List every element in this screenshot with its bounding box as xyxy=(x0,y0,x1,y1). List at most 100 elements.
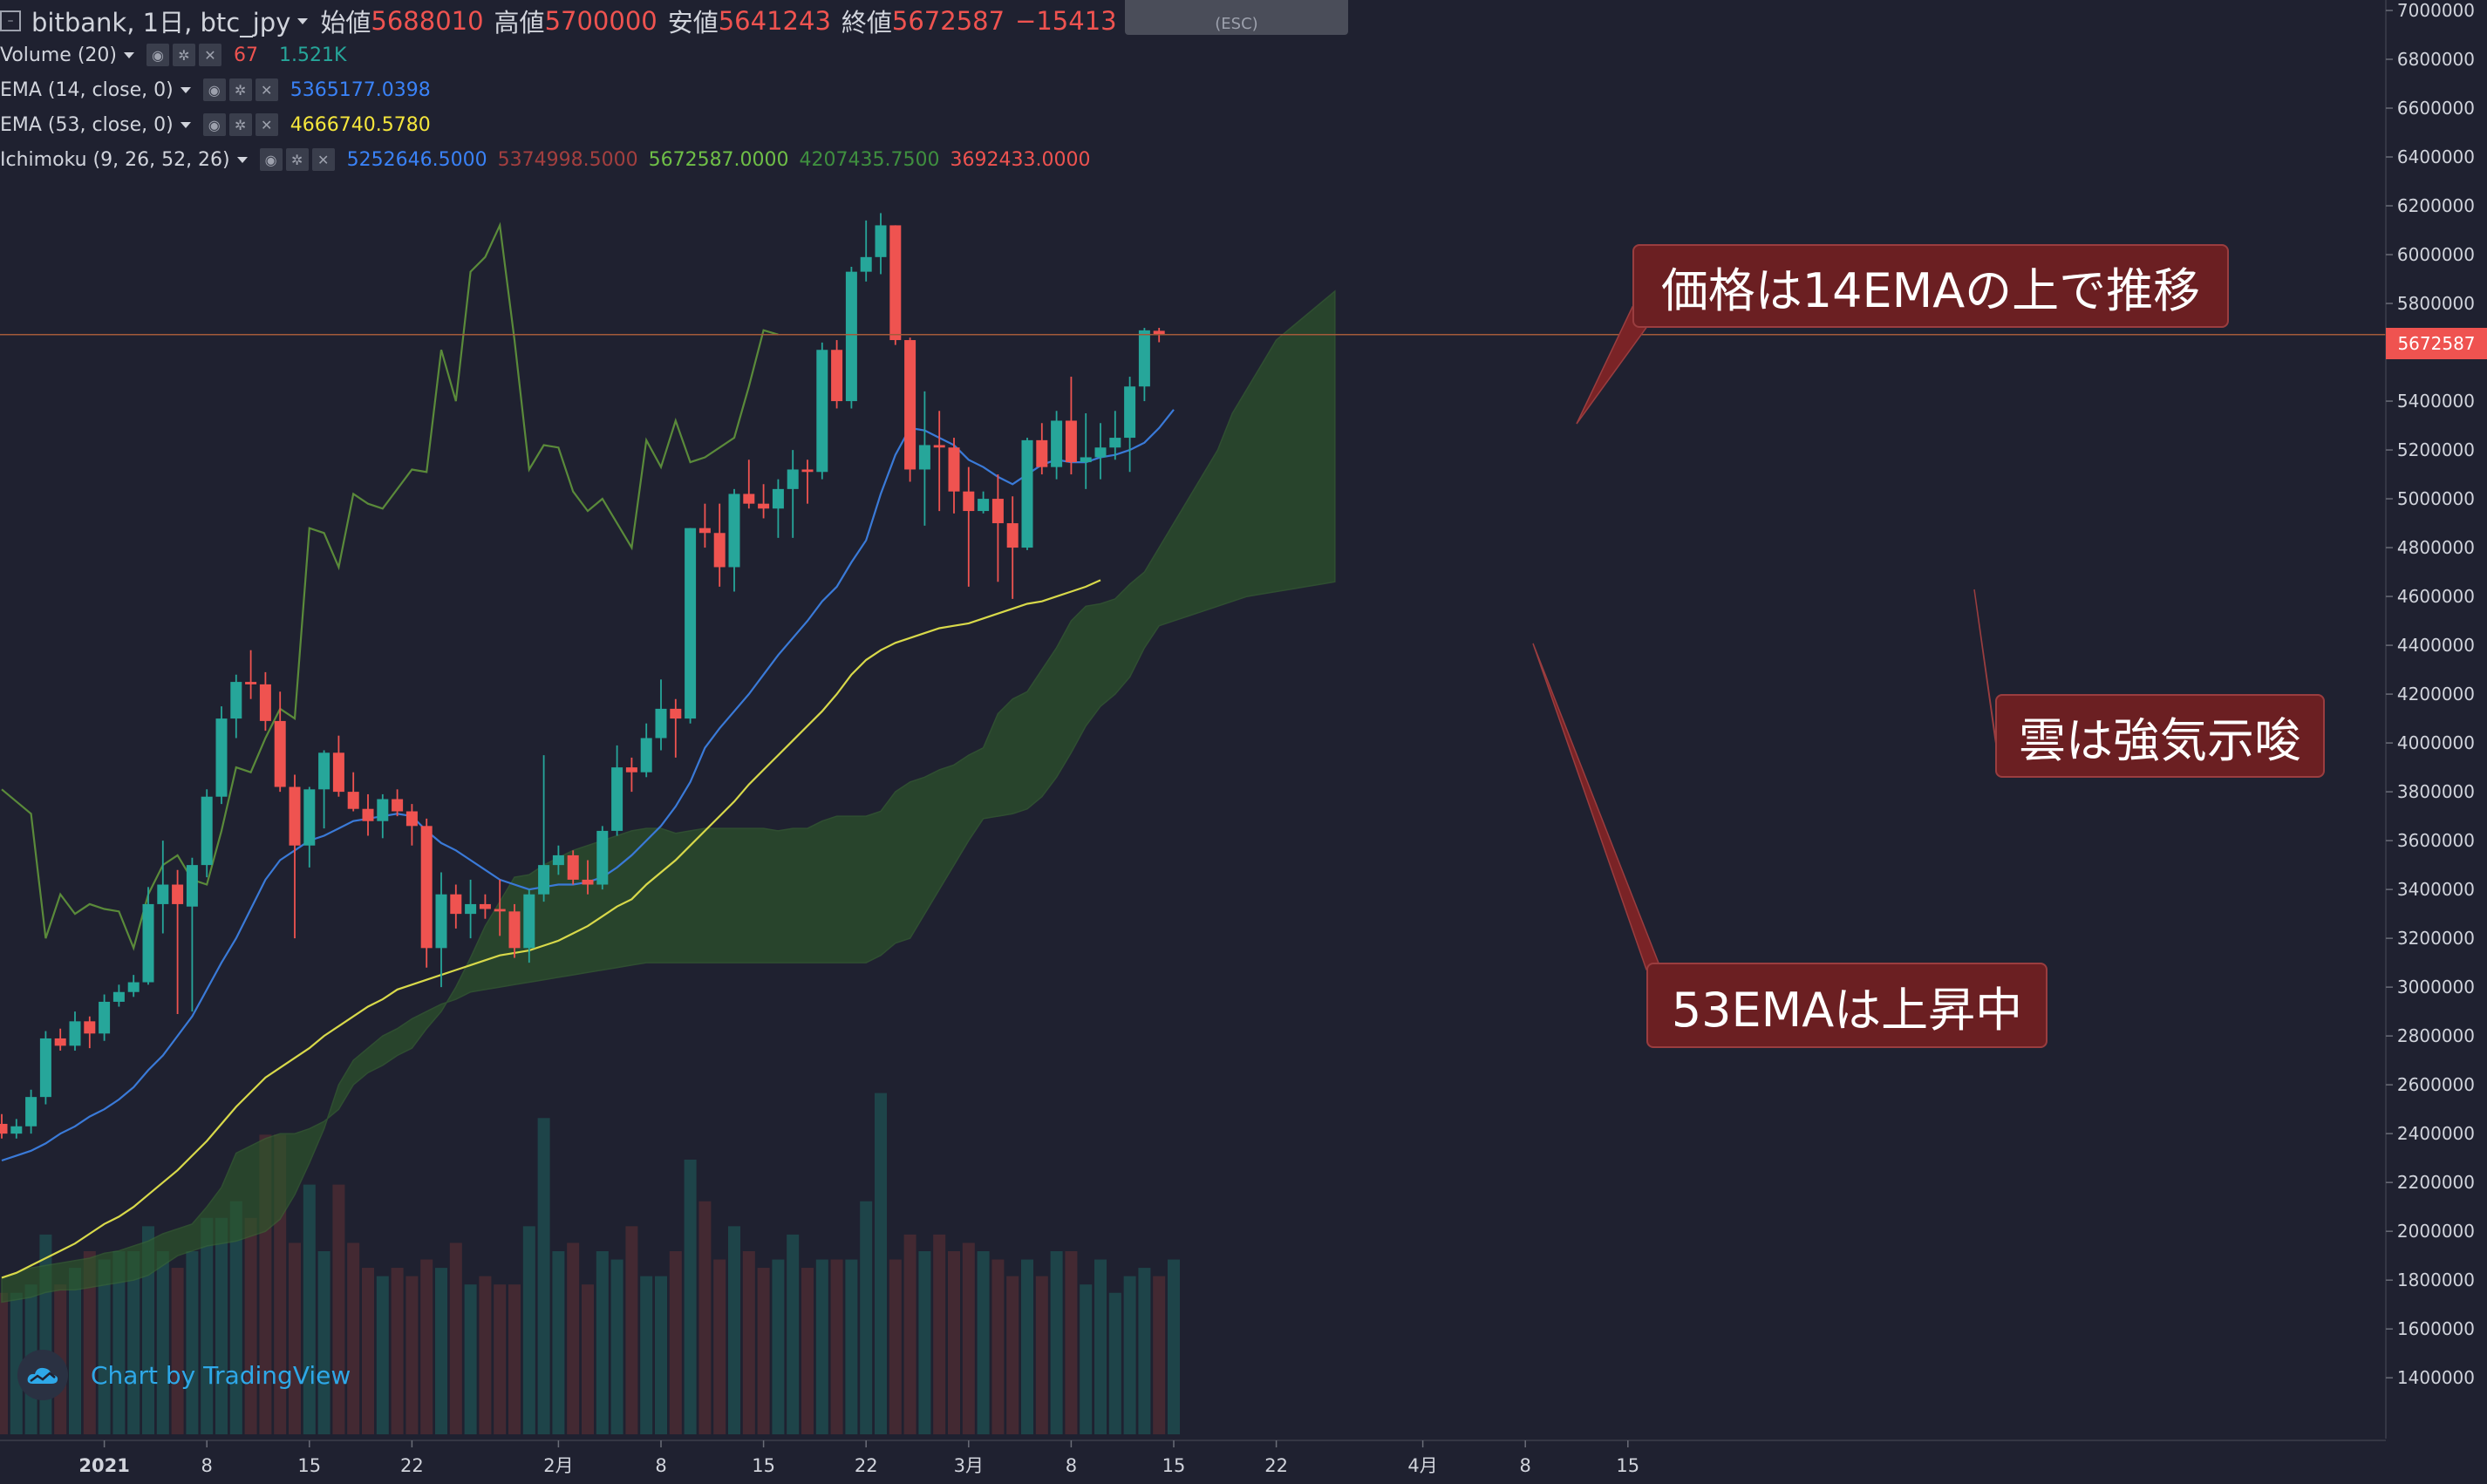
time-tick-label: 15 xyxy=(1616,1455,1639,1476)
time-tick-label: 15 xyxy=(752,1455,775,1476)
gear-icon[interactable]: ✲ xyxy=(172,44,195,66)
volume-bar xyxy=(464,1284,477,1434)
candle-body xyxy=(685,528,697,719)
gear-icon[interactable]: ✲ xyxy=(285,148,309,171)
volume-bar xyxy=(815,1259,828,1434)
chevron-down-icon[interactable] xyxy=(297,17,309,24)
cloud-area xyxy=(1,289,1336,1304)
open-label: 始値 xyxy=(320,8,371,37)
chevron-down-icon[interactable] xyxy=(180,86,191,93)
volume-bar xyxy=(567,1242,580,1434)
candle-body xyxy=(99,1001,111,1034)
indicator-value: 4207435.7500 xyxy=(799,148,940,171)
candle-body xyxy=(332,752,344,793)
close-icon[interactable]: ✕ xyxy=(198,44,221,66)
candle-body xyxy=(713,533,726,568)
candle-body xyxy=(245,682,257,684)
candle xyxy=(215,706,228,805)
volume-bar xyxy=(1123,1276,1136,1434)
volume-bar xyxy=(1153,1276,1166,1434)
candle xyxy=(801,459,814,504)
time-tick-label: 8 xyxy=(1066,1455,1077,1476)
candle xyxy=(889,225,902,345)
volume-bar xyxy=(156,1251,169,1434)
candle xyxy=(963,466,975,587)
gear-icon[interactable]: ✲ xyxy=(228,78,252,101)
high-value: 5700000 xyxy=(544,6,658,36)
chevron-down-icon[interactable] xyxy=(123,51,134,58)
volume-bar xyxy=(596,1251,609,1434)
candle-body xyxy=(465,903,477,915)
candle-body xyxy=(582,879,594,885)
candle xyxy=(303,786,316,868)
indicator-name[interactable]: EMA (14, close, 0) xyxy=(0,78,174,101)
candle xyxy=(25,1089,37,1134)
indicator-name[interactable]: Volume (20) xyxy=(0,44,117,66)
candle-body xyxy=(420,826,433,949)
candle-body xyxy=(875,225,887,257)
candle-body xyxy=(1124,386,1136,439)
candle xyxy=(567,850,579,885)
eye-icon[interactable]: ◉ xyxy=(202,78,226,101)
symbol-title[interactable]: bitbank, 1日, btc_jpy xyxy=(31,8,291,37)
volume-bar xyxy=(948,1251,960,1434)
candle-body xyxy=(611,767,623,831)
candle xyxy=(978,491,990,514)
candle-body xyxy=(1109,438,1121,448)
volume-bar xyxy=(698,1201,712,1434)
candle xyxy=(845,267,857,409)
price-axis[interactable]: 1400000 1600000 1800000 2000000 2200000 24000… xyxy=(2385,0,2487,1484)
close-value: 5672587 xyxy=(891,6,1005,36)
candle-body xyxy=(84,1021,96,1034)
tradingview-logo[interactable]: Chart by TradingView xyxy=(17,1350,351,1400)
candle-body xyxy=(698,528,711,534)
volume-bar xyxy=(918,1251,931,1434)
candle-body xyxy=(435,894,447,949)
volume-bar xyxy=(845,1259,858,1434)
volume-bar xyxy=(1080,1284,1093,1434)
chevron-down-icon[interactable] xyxy=(180,121,191,128)
gear-icon[interactable]: ✲ xyxy=(228,113,252,136)
indicator-name[interactable]: Ichimoku (9, 26, 52, 26) xyxy=(0,148,230,171)
candle xyxy=(1065,377,1077,475)
price-tick-label: 4000000 xyxy=(2397,732,2475,753)
annotation-pointers xyxy=(1532,305,2000,988)
price-tick-label: 5800000 xyxy=(2397,293,2475,314)
candle-body xyxy=(377,799,389,821)
indicator-name[interactable]: EMA (53, close, 0) xyxy=(0,113,174,136)
candle xyxy=(186,857,198,1012)
eye-icon[interactable]: ◉ xyxy=(146,44,169,66)
candle xyxy=(435,872,447,988)
price-tick-label: 1400000 xyxy=(2397,1367,2475,1388)
candle-body xyxy=(596,830,609,885)
logo-text[interactable]: Chart by TradingView xyxy=(91,1360,351,1390)
candle xyxy=(772,479,784,538)
price-tick-label: 1600000 xyxy=(2397,1318,2475,1339)
volume-bar xyxy=(391,1268,404,1434)
volume-bar xyxy=(903,1234,916,1434)
collapse-icon[interactable]: – xyxy=(0,10,21,31)
price-tick-label: 3400000 xyxy=(2397,879,2475,900)
price-tick-label: 4600000 xyxy=(2397,586,2475,607)
chevron-down-icon[interactable] xyxy=(236,156,248,163)
time-tick-label: 2月 xyxy=(543,1455,573,1476)
candle xyxy=(318,750,330,829)
close-icon[interactable]: ✕ xyxy=(311,148,335,171)
price-tick-label: 3600000 xyxy=(2397,830,2475,851)
eye-icon[interactable]: ◉ xyxy=(259,148,283,171)
candle-body xyxy=(991,499,1004,524)
close-icon[interactable]: ✕ xyxy=(255,113,278,136)
price-tick-label: 2000000 xyxy=(2397,1221,2475,1242)
eye-icon[interactable]: ◉ xyxy=(202,113,226,136)
price-tick-label: 2800000 xyxy=(2397,1025,2475,1046)
candle-body xyxy=(845,271,857,402)
candle-body xyxy=(743,494,755,504)
candle xyxy=(274,691,286,793)
candle-body xyxy=(405,811,418,827)
close-icon[interactable]: ✕ xyxy=(255,78,278,101)
candle xyxy=(655,679,667,751)
time-axis[interactable]: 2021 8 15 22 2月 8 15 22 3月 8 15 22 4月 8 15 xyxy=(0,1440,2487,1484)
volume-bar xyxy=(98,1259,111,1434)
candle xyxy=(831,340,843,409)
price-tick-label: 6600000 xyxy=(2397,98,2475,119)
